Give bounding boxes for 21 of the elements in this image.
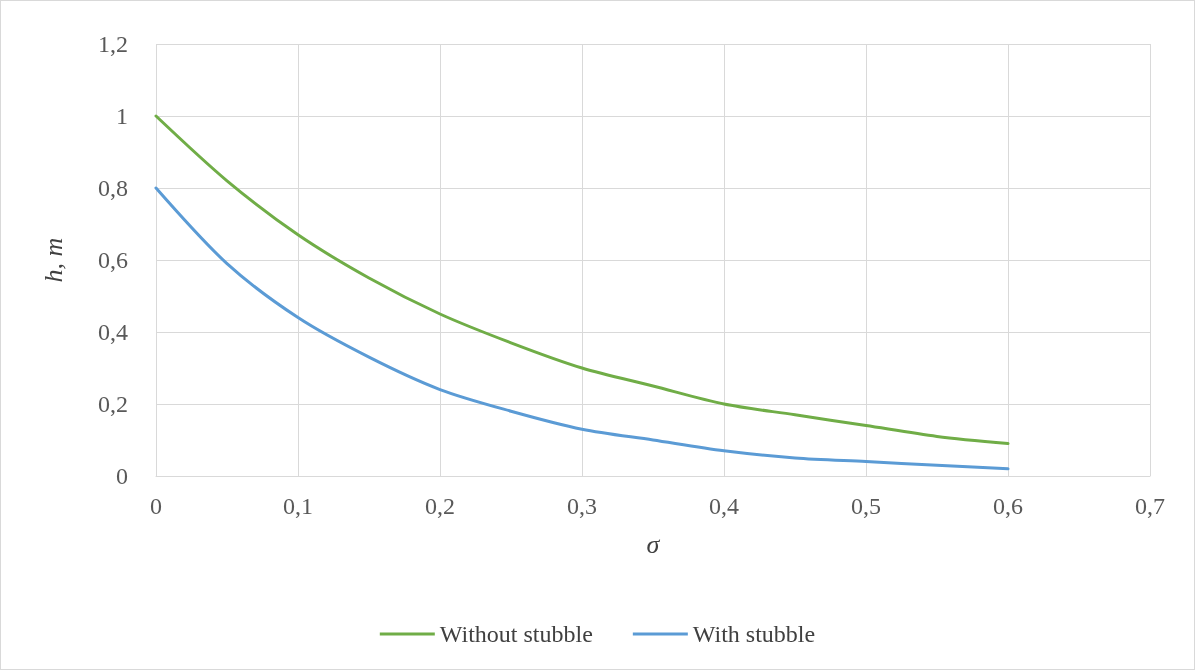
y-tick-label: 1: [116, 103, 128, 129]
line-series: [154, 114, 1010, 446]
legend-label: With stubble: [692, 621, 816, 647]
y-tick-label: 0: [116, 463, 128, 489]
x-tick-label: 0,3: [567, 493, 597, 519]
y-tick-label: 0,4: [98, 319, 128, 345]
y-axis-title: h, m: [38, 237, 68, 283]
x-tick-label: 0,5: [851, 493, 881, 519]
x-tick-label: 0,2: [425, 493, 455, 519]
y-tick-label: 1,2: [98, 31, 128, 57]
line-series: [154, 186, 1010, 471]
legend-label: Without stubble: [439, 621, 593, 647]
y-tick-label: 0,6: [98, 247, 128, 273]
x-tick-label: 0,7: [1135, 493, 1165, 519]
x-tick-label: 0,1: [283, 493, 313, 519]
y-tick-label: 0,8: [98, 175, 128, 201]
y-tick-label: 0,2: [98, 391, 128, 417]
x-axis-title: σ: [646, 529, 661, 559]
x-tick-label: 0: [150, 493, 162, 519]
x-tick-label: 0,6: [993, 493, 1023, 519]
x-tick-label: 0,4: [709, 493, 739, 519]
